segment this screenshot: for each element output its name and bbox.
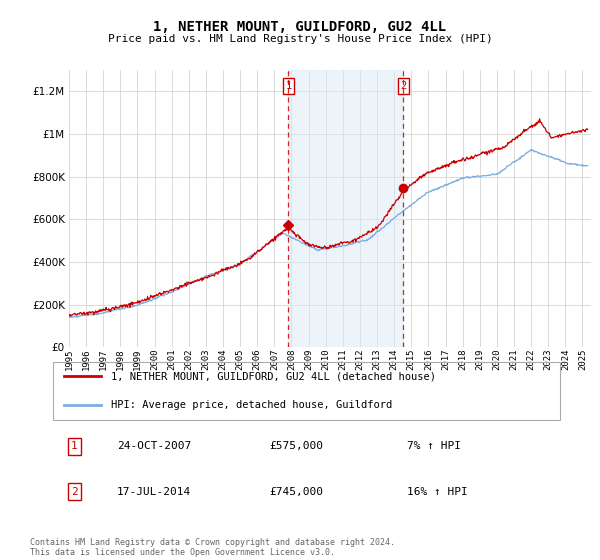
Text: £745,000: £745,000: [270, 487, 324, 497]
Text: 1: 1: [71, 441, 78, 451]
Text: £575,000: £575,000: [270, 441, 324, 451]
Text: 1, NETHER MOUNT, GUILDFORD, GU2 4LL (detached house): 1, NETHER MOUNT, GUILDFORD, GU2 4LL (det…: [112, 371, 436, 381]
Text: 2: 2: [400, 81, 407, 91]
Text: 1, NETHER MOUNT, GUILDFORD, GU2 4LL: 1, NETHER MOUNT, GUILDFORD, GU2 4LL: [154, 20, 446, 34]
Text: 17-JUL-2014: 17-JUL-2014: [116, 487, 191, 497]
Bar: [289, 70, 403, 347]
Text: 7% ↑ HPI: 7% ↑ HPI: [407, 441, 461, 451]
Text: 24-OCT-2007: 24-OCT-2007: [116, 441, 191, 451]
Text: HPI: Average price, detached house, Guildford: HPI: Average price, detached house, Guil…: [112, 400, 392, 410]
Text: 16% ↑ HPI: 16% ↑ HPI: [407, 487, 468, 497]
Text: 1: 1: [285, 81, 292, 91]
Text: Price paid vs. HM Land Registry's House Price Index (HPI): Price paid vs. HM Land Registry's House …: [107, 34, 493, 44]
Text: 2: 2: [71, 487, 78, 497]
Text: Contains HM Land Registry data © Crown copyright and database right 2024.
This d: Contains HM Land Registry data © Crown c…: [30, 538, 395, 557]
